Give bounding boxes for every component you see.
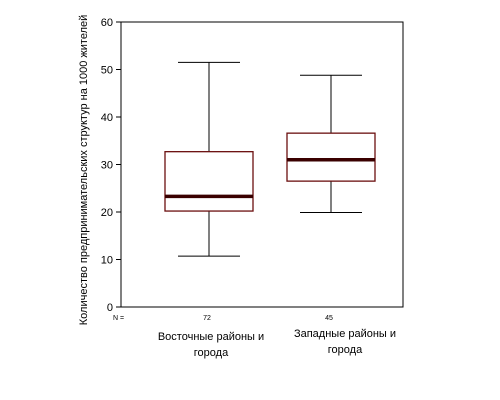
y-axis: 0 10 20 30 40 50 60 — [101, 17, 121, 314]
category-label: города — [194, 347, 229, 359]
y-tick-label: 0 — [107, 302, 113, 314]
y-tick-label: 10 — [101, 255, 113, 267]
y-tick-label: 30 — [101, 160, 113, 172]
y-tick-label: 60 — [101, 17, 113, 29]
y-tick-label: 50 — [101, 65, 113, 77]
category-label: Восточные районы и — [158, 331, 264, 343]
n-count-label: 72 — [203, 315, 211, 322]
boxes — [164, 61, 376, 257]
box-group — [286, 74, 376, 213]
category-label: города — [328, 344, 363, 356]
iqr-box — [164, 151, 254, 212]
n-prefix-label: N = — [113, 315, 124, 322]
y-axis-label: Количество предпринимательских структур … — [78, 15, 90, 326]
n-count-label: 45 — [325, 315, 333, 322]
x-axis-labels: 72 Восточные районы и города 45 Западные рай… — [158, 315, 396, 359]
category-label: Западные районы и — [294, 328, 396, 340]
box-group — [164, 61, 254, 257]
y-tick-label: 20 — [101, 207, 113, 219]
iqr-box — [286, 132, 376, 182]
y-tick-label: 40 — [101, 112, 113, 124]
